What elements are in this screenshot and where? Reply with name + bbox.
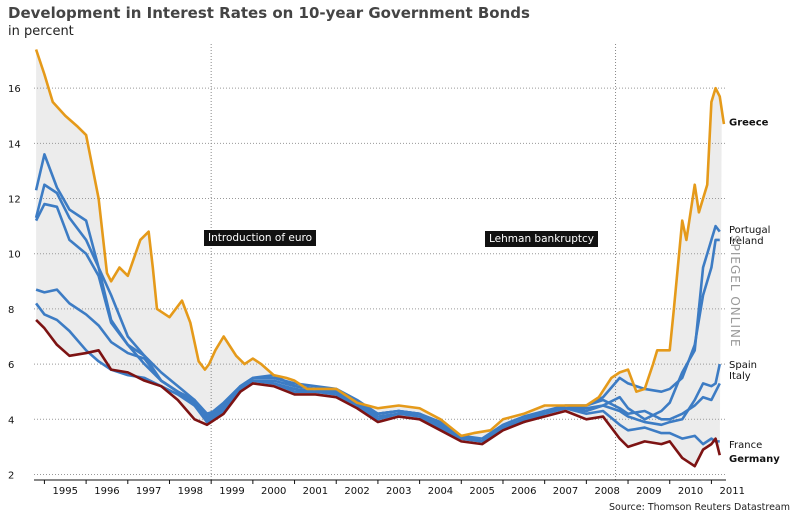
x-tick-label: 2000 (261, 486, 286, 497)
x-tick-label: 1996 (94, 486, 119, 497)
series-line-greece (34, 49, 726, 438)
series-line-italy (34, 183, 721, 440)
series-line-spain (34, 202, 722, 443)
chart-title: Development in Interest Rates on 10-year… (8, 4, 530, 22)
x-tick-label: 1998 (178, 486, 203, 497)
x-tick-label: 2007 (553, 486, 578, 497)
x-tick-label: 2004 (428, 486, 453, 497)
lehman-annotation: Lehman bankruptcy (485, 231, 599, 247)
x-tick-label: 1997 (136, 486, 161, 497)
x-tick-label: 2010 (678, 486, 703, 497)
x-tick-label: 2009 (636, 486, 661, 497)
y-tick-label: 8 (8, 305, 14, 316)
series-label: Ireland (729, 236, 764, 247)
y-tick-label: 16 (8, 84, 21, 95)
series-label: France (729, 440, 762, 451)
series-label: Germany (729, 454, 780, 465)
y-tick-label: 12 (8, 195, 21, 206)
y-tick-label: 4 (8, 415, 14, 426)
x-tick-label: 2011 (720, 486, 745, 497)
series-label: Portugal (729, 225, 770, 236)
y-tick-label: 6 (8, 360, 14, 371)
series-line-germany (35, 319, 722, 468)
x-tick-label: 2006 (511, 486, 536, 497)
y-tick-label: 2 (8, 470, 14, 481)
x-tick-label: 1995 (53, 486, 78, 497)
x-tick-label: 2003 (386, 486, 411, 497)
y-tick-label: 10 (8, 250, 21, 261)
x-tick-label: 2005 (469, 486, 494, 497)
series-label: Greece (729, 117, 769, 128)
x-tick-label: 2001 (303, 486, 328, 497)
x-tick-label: 2002 (344, 486, 369, 497)
y-tick-label: 14 (8, 139, 21, 150)
series-label: Spain (729, 360, 757, 371)
watermark: SPIEGEL ONLINE (728, 235, 742, 348)
chart-subtitle: in percent (8, 24, 74, 39)
series-line-france (35, 302, 720, 446)
spread-band (36, 49, 722, 467)
x-tick-label: 2008 (594, 486, 619, 497)
x-tick-label: 1999 (219, 486, 244, 497)
series-label: Italy (729, 371, 751, 382)
source-note: Source: Thomson Reuters Datastream (608, 502, 790, 513)
euro-annotation: Introduction of euro (204, 230, 317, 246)
